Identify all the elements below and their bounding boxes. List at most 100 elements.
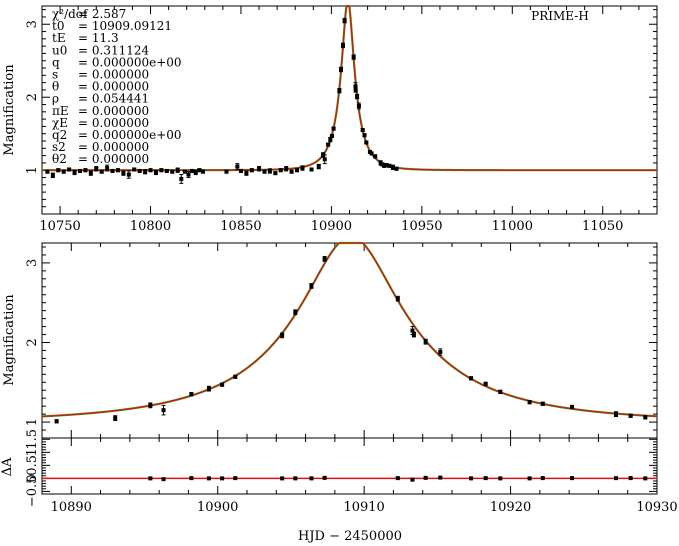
data-point: [337, 87, 342, 94]
data-point: [410, 477, 415, 482]
data-point: [224, 169, 229, 174]
data-point: [309, 476, 314, 481]
parameter-value: = 2.587: [78, 7, 126, 21]
data-point: [200, 169, 205, 174]
xlabel-hjd: HJD − 2450000: [298, 529, 402, 544]
data-point: [45, 169, 50, 174]
data-point: [322, 154, 327, 165]
data-point: [280, 476, 285, 481]
data-point: [77, 168, 82, 173]
fit-parameter-row: θ = 0.000000: [52, 80, 149, 94]
parameter-name: ρ: [52, 92, 59, 106]
y-tick-label: 1.5: [25, 429, 40, 450]
data-point: [628, 476, 633, 481]
data-point: [614, 411, 618, 418]
parameter-value: = 0.000000: [78, 152, 149, 166]
y-tick-label: 0.5: [25, 455, 40, 476]
data-point: [387, 163, 392, 168]
data-point: [438, 475, 443, 480]
data-point: [300, 165, 305, 171]
fit-parameter-row: χ²/dof= 2.587: [52, 7, 126, 21]
x-tick-label: 11000: [492, 219, 533, 234]
data-point: [395, 295, 400, 302]
y-tick-label: 1: [25, 418, 40, 426]
data-point: [179, 174, 184, 184]
parameter-value: = 0.000000: [78, 80, 149, 94]
data-point: [527, 476, 532, 481]
data-point: [182, 169, 187, 174]
y-tick-label: 3: [25, 259, 40, 267]
data-point: [338, 66, 343, 73]
data-point: [126, 170, 131, 179]
fit-parameter-row: ρ = 0.054441: [52, 92, 149, 106]
data-point: [50, 172, 55, 179]
data-point: [373, 154, 378, 159]
data-point: [309, 167, 314, 172]
data-point: [110, 168, 115, 173]
data-point: [161, 477, 166, 482]
residuals-ticks: [41, 438, 658, 494]
parameter-name: s: [52, 68, 58, 82]
data-point: [148, 476, 153, 481]
parameter-name: u0: [52, 43, 67, 57]
ylabel-residuals: ΔA: [0, 457, 15, 476]
data-point: [643, 476, 648, 481]
data-point: [483, 476, 488, 481]
data-point: [94, 166, 99, 172]
parameter-value: = 11.3: [78, 31, 119, 45]
data-point: [328, 136, 333, 143]
data-point: [360, 128, 365, 133]
x-tick-label: 10930: [636, 500, 677, 515]
y-tick-label: 3: [25, 20, 40, 28]
parameter-name: χ²/dof: [52, 7, 89, 21]
data-point: [364, 140, 369, 145]
parameter-name: θ: [52, 80, 59, 94]
fit-parameter-row: χE = 0.000000: [52, 116, 149, 130]
x-tick-label: 10850: [220, 219, 261, 234]
ylabel-zoom: Magnification: [2, 294, 17, 386]
y-tick-label: 1: [25, 166, 40, 174]
fit-parameter-row: πE = 0.000000: [52, 104, 149, 118]
data-point: [628, 413, 633, 418]
parameter-value: = 0.000000e+00: [78, 128, 182, 142]
parameter-name: s2: [52, 140, 66, 154]
data-point: [257, 166, 262, 172]
zoom-points: [54, 256, 648, 424]
data-point: [483, 381, 488, 386]
data-point: [342, 17, 347, 24]
data-point: [362, 133, 367, 138]
data-point: [570, 476, 575, 481]
data-point: [143, 168, 148, 175]
x-tick-label: 10900: [311, 219, 352, 234]
data-point: [280, 332, 285, 339]
data-point: [469, 376, 474, 381]
data-point: [309, 283, 314, 289]
data-point: [395, 476, 400, 481]
data-point: [273, 171, 278, 176]
data-point: [153, 169, 158, 176]
data-point: [164, 168, 169, 173]
parameter-value: = 0.000000: [78, 68, 149, 82]
data-point: [540, 476, 545, 481]
fit-parameter-row: q2 = 0.000000e+00: [52, 128, 182, 142]
data-point: [220, 382, 225, 387]
data-point: [235, 163, 240, 170]
data-point: [88, 170, 93, 176]
data-point: [189, 392, 194, 397]
data-point: [170, 169, 175, 174]
data-point: [72, 169, 77, 176]
data-point: [190, 168, 195, 173]
x-tick-label: 10910: [343, 500, 384, 515]
parameter-value: = 0.000000: [78, 116, 149, 130]
parameter-name: tE: [52, 31, 66, 45]
data-point: [423, 338, 428, 345]
data-point: [527, 400, 532, 405]
data-point: [267, 168, 272, 174]
data-point: [99, 169, 104, 174]
fit-parameter-row: tE = 11.3: [52, 31, 119, 45]
fit-parameter-row: u0 = 0.311124: [52, 43, 149, 57]
data-point: [61, 169, 66, 174]
data-point: [56, 168, 61, 173]
